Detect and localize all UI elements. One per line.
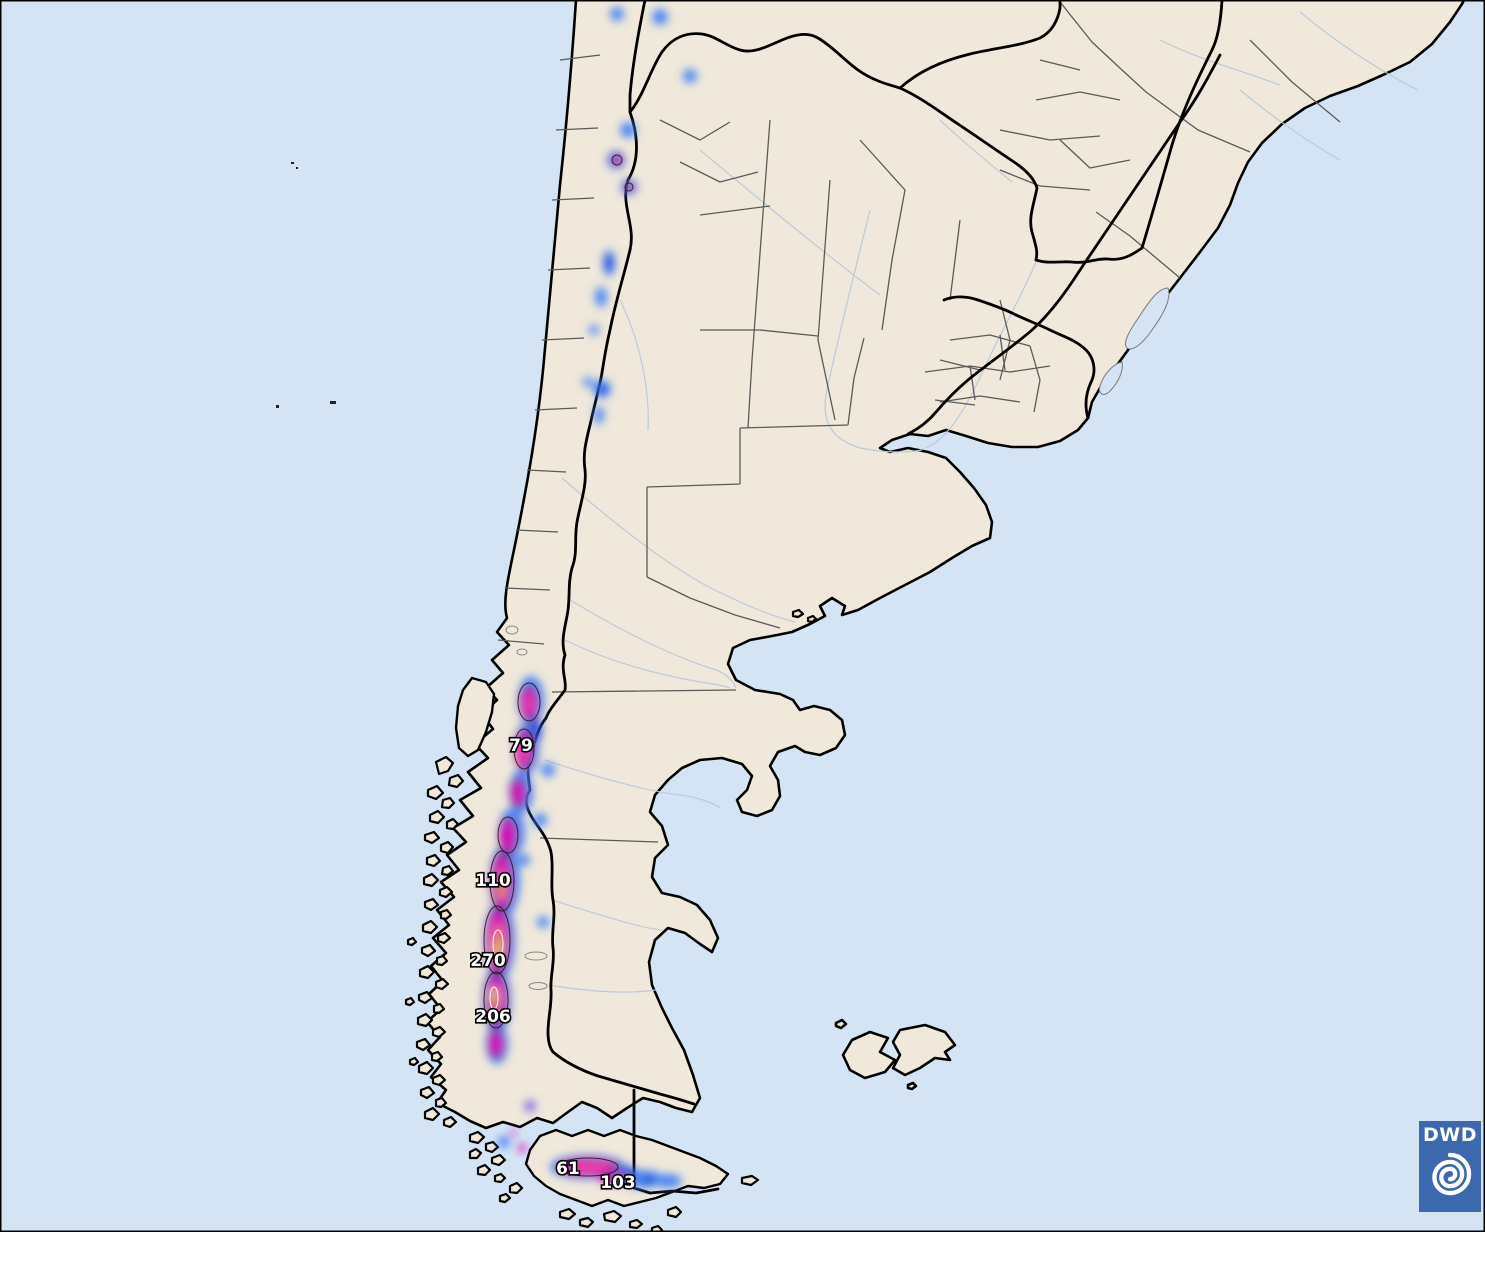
falkland-islands (834, 1018, 957, 1091)
province-borders (497, 1, 1341, 990)
snow-depth-overlay (483, 7, 697, 1188)
contour-label: 110 (475, 871, 511, 891)
contour-lines-high (489, 929, 504, 1010)
dwd-spiral-icon (1432, 1152, 1472, 1196)
contour-label: 79 (509, 736, 533, 756)
country-borders (524, 0, 1224, 1195)
contour-label: 270 (470, 951, 506, 971)
map-area: 79 110 270 206 61 103 DWD (0, 0, 1485, 1232)
rivers (544, 11, 1419, 993)
dwd-logo: DWD (1419, 1121, 1481, 1212)
contour-value-labels: 79 110 270 206 61 103 (469, 734, 638, 1194)
contour-label: 61 (556, 1159, 580, 1179)
archipelago-islands (404, 608, 818, 1232)
chiloe-island (454, 676, 496, 758)
landmass (276, 0, 1466, 1232)
contour-label: 103 (600, 1173, 636, 1193)
legend-footer: 0.00 cm 286.00 cm 0 20 40 60 80 100 120 … (0, 1232, 1485, 1287)
map-canvas: 79 110 270 206 61 103 (0, 0, 1485, 1232)
dwd-logo-text: DWD (1422, 1124, 1477, 1146)
lagoons (1099, 287, 1170, 395)
contour-lines (483, 154, 634, 1177)
contour-label: 206 (475, 1007, 511, 1027)
map-frame (0, 0, 1485, 1232)
